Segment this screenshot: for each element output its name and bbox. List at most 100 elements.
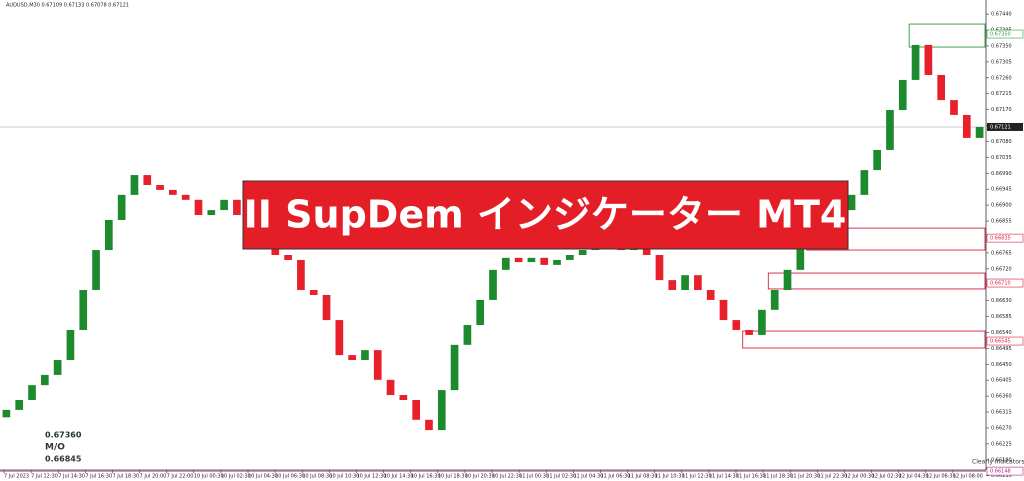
x-tick-label: 12 Jul 00:30 xyxy=(844,474,874,480)
candle-body xyxy=(233,199,241,216)
banner xyxy=(242,180,849,250)
candle-body xyxy=(975,126,984,138)
x-tick-label: 11 Jul 02:30 xyxy=(546,474,576,480)
candle-body xyxy=(66,329,75,361)
candle-body xyxy=(40,374,49,386)
candle-body xyxy=(758,309,766,335)
level-label: 0.66148 xyxy=(990,469,1011,475)
candle-body xyxy=(745,329,753,335)
y-tick-label: 0.66855 xyxy=(991,219,1012,225)
zone xyxy=(742,330,986,349)
x-tick-label: 11 Jul 16:30 xyxy=(736,474,766,480)
x-tick-label: 11 Jul 14:30 xyxy=(709,474,739,480)
candle-body xyxy=(53,360,62,375)
x-tick-label: 12 Jul 08:00 xyxy=(953,474,983,480)
x-tick-label: 11 Jul 22:30 xyxy=(817,474,847,480)
candle-body xyxy=(527,257,536,263)
x-tick-label: 10 Jul 20:30 xyxy=(465,474,495,480)
y-tick-label: 0.66540 xyxy=(991,330,1012,336)
x-tick-label: 11 Jul 06:30 xyxy=(600,474,630,480)
brand: Clearly Indicators xyxy=(972,459,1024,466)
candle-body xyxy=(15,400,24,410)
x-tick-label: 7 Jul 20:00 xyxy=(140,474,167,480)
x-tick-label: 10 Jul 06:30 xyxy=(275,474,305,480)
x-tick-label: 11 Jul 18:30 xyxy=(763,474,793,480)
candle-body xyxy=(694,275,702,291)
y-tick-label: 0.66180 xyxy=(991,457,1012,463)
x-tick-label: 7 Jul 18:30 xyxy=(112,474,139,480)
candle-body xyxy=(348,355,356,361)
candle-body xyxy=(373,350,382,380)
candle-body xyxy=(476,299,485,326)
price-label: 0.67121 xyxy=(990,124,1011,130)
y-tick-label: 0.67260 xyxy=(991,75,1012,81)
x-tick-label: 11 Jul 20:30 xyxy=(790,474,820,480)
candle-body xyxy=(130,175,139,195)
price-label-box xyxy=(987,122,1023,131)
x-tick-label: 10 Jul 04:30 xyxy=(248,474,278,480)
annotation: 0.66845 xyxy=(45,455,82,464)
zone xyxy=(908,23,986,48)
candle-body xyxy=(28,385,36,401)
zone-label-box xyxy=(986,29,1024,39)
candle-body xyxy=(386,379,395,396)
candle-body xyxy=(540,257,549,265)
x-tick-label: 12 Jul 06:30 xyxy=(926,474,956,480)
x-tick-label: 7 Jul 16:30 xyxy=(85,474,112,480)
candle-body xyxy=(412,400,421,420)
candle-body xyxy=(399,395,408,401)
x-tick-label: 10 Jul 16:30 xyxy=(411,474,441,480)
candle-body xyxy=(501,257,510,270)
y-tick-label: 0.67440 xyxy=(991,12,1012,18)
candle-body xyxy=(450,344,459,391)
candle-body xyxy=(886,109,894,150)
x-tick-label: 10 Jul 14:30 xyxy=(384,474,414,480)
zone-label-box xyxy=(986,278,1024,288)
x-tick-label: 11 Jul 12:30 xyxy=(682,474,712,480)
candle-body xyxy=(847,194,856,211)
y-tick-label: 0.66315 xyxy=(991,410,1012,416)
candle-body xyxy=(169,189,177,195)
x-tick-label: 10 Jul 22:30 xyxy=(492,474,522,480)
y-tick-label: 0.66720 xyxy=(991,266,1012,272)
zone xyxy=(767,272,986,290)
zone-label: 0.66545 xyxy=(990,339,1011,345)
candle-body xyxy=(194,199,203,216)
level-label-box xyxy=(986,466,1024,476)
candle-body xyxy=(220,199,228,211)
x-tick-label: 10 Jul 12:30 xyxy=(356,474,386,480)
banner-text: II SupDem インジケーター MT4 xyxy=(244,193,847,237)
annotation: 0.67360 xyxy=(45,431,82,440)
zone-label-box xyxy=(986,233,1024,243)
candle-body xyxy=(770,290,779,310)
candle-body xyxy=(860,170,869,195)
candle-body xyxy=(79,290,88,330)
candle-body xyxy=(796,245,805,270)
candle-body xyxy=(309,290,318,295)
candle-body xyxy=(732,320,741,330)
x-tick-label: 10 Jul 02:30 xyxy=(221,474,251,480)
candle-body xyxy=(911,44,920,80)
zone-label: 0.66835 xyxy=(990,236,1011,242)
zone-label: 0.67350 xyxy=(990,32,1011,38)
candle-body xyxy=(898,79,907,110)
x-tick-label: 7 Jul 2023 xyxy=(4,474,29,480)
candle-body xyxy=(924,44,933,75)
candle-body xyxy=(783,269,792,291)
x-tick-label: 12 Jul 02:30 xyxy=(872,474,902,480)
y-tick-label: 0.67350 xyxy=(991,43,1012,49)
y-tick-label: 0.66360 xyxy=(991,394,1012,400)
candle-body xyxy=(873,149,881,171)
candle-body xyxy=(463,325,472,345)
y-tick-label: 0.66270 xyxy=(991,425,1012,431)
x-tick-label: 12 Jul 04:30 xyxy=(899,474,929,480)
x-tick-label: 7 Jul 14:30 xyxy=(58,474,85,480)
x-tick-label: 10 Jul 10:30 xyxy=(329,474,359,480)
x-tick-label: 11 Jul 00:30 xyxy=(519,474,549,480)
candle-body xyxy=(950,100,958,115)
y-tick-label: 0.66585 xyxy=(991,314,1012,320)
y-tick-label: 0.66450 xyxy=(991,362,1012,368)
candle-body xyxy=(361,350,369,361)
annotation: M/O xyxy=(45,443,65,453)
candle-body xyxy=(181,194,190,200)
